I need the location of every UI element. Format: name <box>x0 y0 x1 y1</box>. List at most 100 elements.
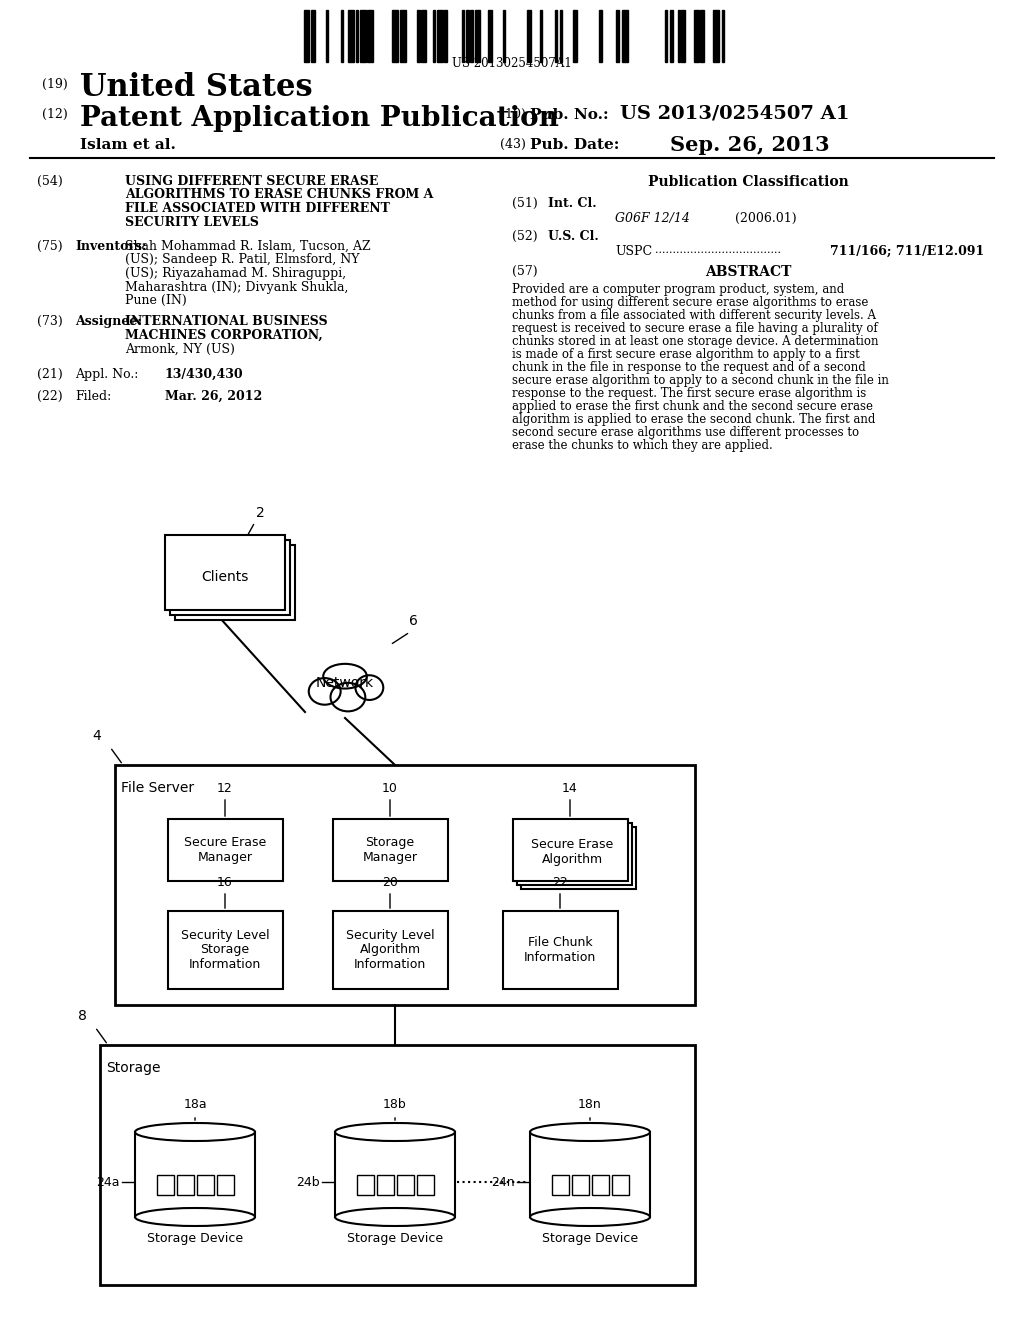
Bar <box>177 1175 194 1195</box>
Text: U.S. Cl.: U.S. Cl. <box>548 230 599 243</box>
Ellipse shape <box>530 1123 650 1140</box>
Text: 24b: 24b <box>296 1176 319 1188</box>
Bar <box>421 11 426 62</box>
Text: Patent Application Publication: Patent Application Publication <box>80 106 559 132</box>
Ellipse shape <box>335 1123 455 1140</box>
Text: Assignee:: Assignee: <box>75 315 142 327</box>
Text: Publication Classification: Publication Classification <box>647 176 848 189</box>
Text: 20: 20 <box>382 876 398 888</box>
Bar <box>678 11 680 62</box>
Text: Pune (IN): Pune (IN) <box>125 294 186 308</box>
Bar <box>157 1175 174 1195</box>
Text: FILE ASSOCIATED WITH DIFFERENT: FILE ASSOCIATED WITH DIFFERENT <box>125 202 390 215</box>
Text: Inventors:: Inventors: <box>75 240 146 253</box>
Text: (57): (57) <box>512 265 538 279</box>
Bar <box>572 1175 589 1195</box>
Text: (22): (22) <box>37 389 62 403</box>
Bar <box>217 1175 234 1195</box>
Bar <box>552 1175 569 1195</box>
Text: US 20130254507A1: US 20130254507A1 <box>453 57 571 70</box>
Text: 14: 14 <box>562 781 578 795</box>
Bar <box>665 11 667 62</box>
Bar <box>115 766 695 1005</box>
Text: Clients: Clients <box>202 570 249 583</box>
Bar <box>592 1175 609 1195</box>
Bar <box>622 11 628 62</box>
Text: File Chunk
Information: File Chunk Information <box>524 936 596 964</box>
Bar <box>397 1175 414 1195</box>
Text: method for using different secure erase algorithms to erase: method for using different secure erase … <box>512 296 868 309</box>
Text: 18b: 18b <box>383 1098 407 1111</box>
Text: 8: 8 <box>78 1008 86 1023</box>
Bar <box>466 11 469 62</box>
Bar <box>444 11 447 62</box>
Bar <box>599 11 602 62</box>
Bar <box>341 11 343 62</box>
Bar <box>357 1175 374 1195</box>
Bar <box>488 11 492 62</box>
Text: Storage Device: Storage Device <box>542 1232 638 1245</box>
Bar <box>433 11 435 62</box>
Text: (2006.01): (2006.01) <box>735 213 797 224</box>
Bar <box>333 818 449 880</box>
Bar <box>681 11 685 62</box>
Text: Pub. Date:: Pub. Date: <box>530 139 620 152</box>
Text: Storage Device: Storage Device <box>347 1232 443 1245</box>
Bar <box>612 1175 629 1195</box>
Ellipse shape <box>530 1208 650 1226</box>
Bar <box>360 11 366 62</box>
Text: (51): (51) <box>512 197 538 210</box>
Text: (10): (10) <box>500 108 526 121</box>
Text: second secure erase algorithms use different processes to: second secure erase algorithms use diffe… <box>512 426 859 440</box>
Text: Int. Cl.: Int. Cl. <box>548 197 597 210</box>
Text: Mar. 26, 2012: Mar. 26, 2012 <box>165 389 262 403</box>
Bar <box>462 11 464 62</box>
Bar <box>135 1133 255 1217</box>
Text: (73): (73) <box>37 315 62 327</box>
Text: Pub. No.:: Pub. No.: <box>530 108 608 121</box>
Text: 711/166; 711/E12.091: 711/166; 711/E12.091 <box>830 246 984 257</box>
Text: Filed:: Filed: <box>75 389 112 403</box>
Text: Security Level
Algorithm
Information: Security Level Algorithm Information <box>346 928 434 972</box>
Bar <box>417 11 420 62</box>
Text: Armonk, NY (US): Armonk, NY (US) <box>125 343 234 356</box>
Text: erase the chunks to which they are applied.: erase the chunks to which they are appli… <box>512 440 773 451</box>
Text: Network: Network <box>316 676 374 690</box>
Text: request is received to secure erase a file having a plurality of: request is received to secure erase a fi… <box>512 322 878 335</box>
Text: 16: 16 <box>217 876 232 888</box>
Ellipse shape <box>135 1123 255 1140</box>
Text: Shah Mohammad R. Islam, Tucson, AZ: Shah Mohammad R. Islam, Tucson, AZ <box>125 240 371 253</box>
Bar <box>170 540 290 615</box>
Bar <box>175 545 295 620</box>
Bar <box>304 11 309 62</box>
Bar <box>197 1175 214 1195</box>
Text: USPC: USPC <box>615 246 652 257</box>
Bar <box>700 11 705 62</box>
Ellipse shape <box>309 678 341 705</box>
Bar <box>616 11 618 62</box>
Text: chunks stored in at least one storage device. A determination: chunks stored in at least one storage de… <box>512 335 879 348</box>
Ellipse shape <box>331 682 366 711</box>
Text: (19): (19) <box>42 78 68 91</box>
Text: 18a: 18a <box>183 1098 207 1111</box>
Bar <box>530 1133 650 1217</box>
Text: (54): (54) <box>37 176 62 187</box>
Ellipse shape <box>324 664 367 689</box>
Bar <box>326 11 328 62</box>
Text: USING DIFFERENT SECURE ERASE: USING DIFFERENT SECURE ERASE <box>125 176 379 187</box>
Text: United States: United States <box>80 73 312 103</box>
Text: 4: 4 <box>92 729 101 743</box>
Text: Security Level
Storage
Information: Security Level Storage Information <box>180 928 269 972</box>
Text: (21): (21) <box>37 368 62 381</box>
Text: (52): (52) <box>512 230 538 243</box>
Bar <box>555 11 557 62</box>
Bar <box>573 11 577 62</box>
Bar <box>670 11 673 62</box>
Text: chunks from a file associated with different security levels. A: chunks from a file associated with diffe… <box>512 309 876 322</box>
Text: algorithm is applied to erase the second chunk. The first and: algorithm is applied to erase the second… <box>512 413 876 426</box>
Bar <box>560 11 562 62</box>
Text: 18n: 18n <box>579 1098 602 1111</box>
Text: Storage: Storage <box>106 1061 161 1074</box>
Text: Storage Device: Storage Device <box>146 1232 243 1245</box>
Bar <box>165 535 285 610</box>
